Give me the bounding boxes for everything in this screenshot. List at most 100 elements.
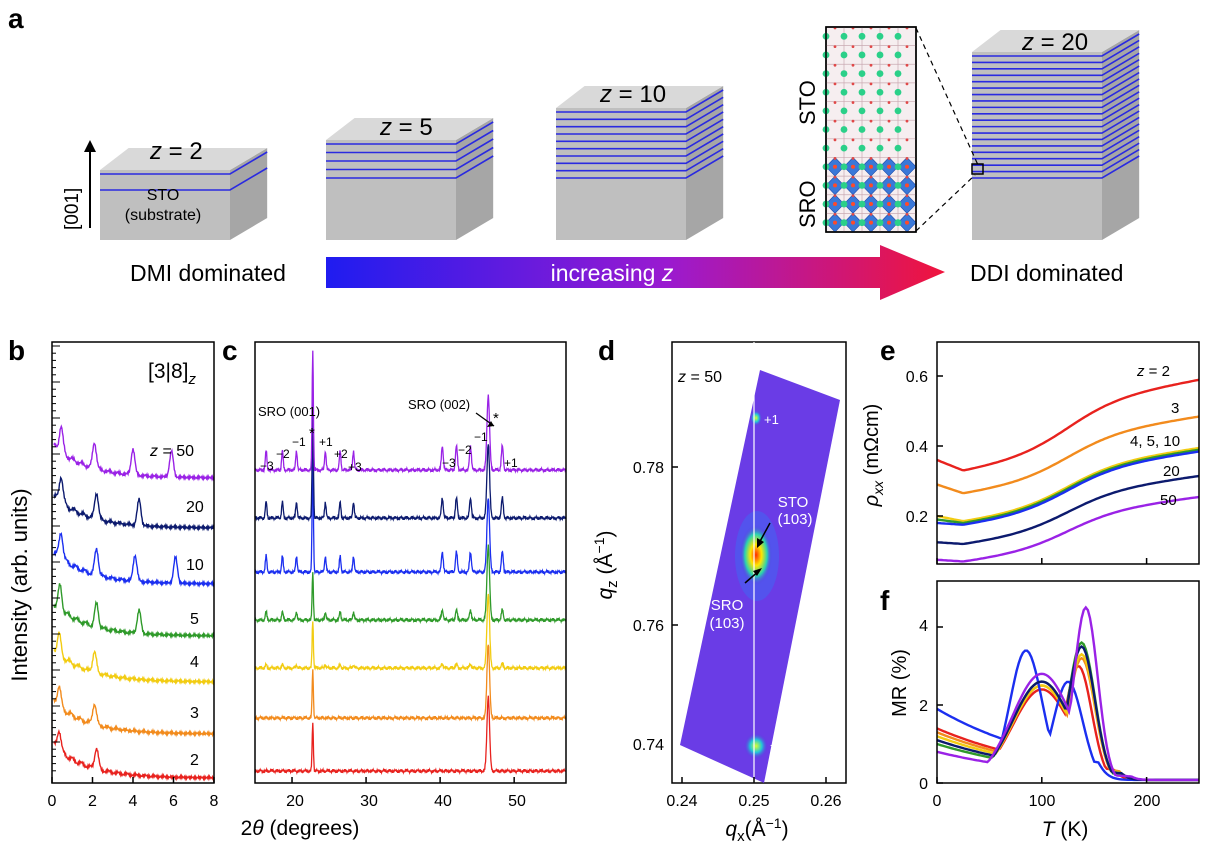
- ru-atom: [869, 202, 873, 207]
- o-atom: [905, 82, 909, 86]
- sr-atom: [858, 107, 866, 115]
- sr-atom: [840, 70, 848, 77]
- ru-atom: [833, 202, 837, 207]
- sr-atom: [858, 219, 866, 227]
- sat-l-p2: +2: [334, 447, 348, 461]
- sr-atom: [894, 88, 902, 96]
- sro-layer: [100, 167, 268, 191]
- o-atom: [869, 194, 873, 198]
- sro-layer: [972, 129, 1140, 154]
- peak-label-sro-001: SRO (001): [258, 404, 320, 419]
- sr-atom: [876, 88, 884, 96]
- panel-d-minus1: −1: [770, 738, 785, 753]
- panel-d-plus1: +1: [764, 412, 779, 427]
- cube-front: [100, 170, 230, 240]
- resistivity-curve: [936, 446, 1200, 523]
- o-atom: [851, 212, 855, 216]
- sro-layer: [972, 91, 1140, 115]
- panel-b-label-2: 2: [190, 752, 199, 769]
- panel-c-xtick-40: 40: [434, 793, 452, 810]
- axis-001-arrow: [001]: [62, 140, 96, 230]
- sr-atom: [840, 51, 848, 59]
- sro-layer: [556, 155, 724, 179]
- cube-z-5: [326, 118, 494, 240]
- panel-c-xtick-30: 30: [360, 793, 378, 810]
- panel-d-xtick-026: 0.26: [810, 793, 841, 810]
- o-atom: [833, 101, 837, 104]
- sro-layer: [556, 147, 724, 172]
- o-atom: [905, 101, 909, 104]
- o-atom: [869, 101, 873, 104]
- panel-e-ytick-06: 0.6: [906, 369, 928, 386]
- panel-d-ytick-076: 0.76: [633, 618, 664, 635]
- substrate-label-line2: (substrate): [125, 207, 201, 224]
- mr-curve: [936, 656, 1199, 782]
- sat-l-p1: +1: [319, 435, 333, 449]
- ru-atom: [851, 164, 855, 169]
- panel-b-xtick-4: 4: [129, 793, 138, 810]
- resistivity-curve: [936, 495, 1200, 563]
- cube-side: [230, 148, 268, 240]
- sat-r-m3: −3: [442, 456, 456, 470]
- ru-atom: [905, 220, 909, 225]
- panel-f-ytick-4: 4: [919, 618, 928, 635]
- sro-layer: [972, 46, 1140, 70]
- sr-atom: [876, 107, 884, 115]
- panel-b-label-4: 4: [190, 654, 199, 671]
- panel-d-ytick-078: 0.78: [633, 460, 664, 477]
- sro-layer: [972, 110, 1140, 134]
- inset-label-sro: SRO: [795, 180, 820, 228]
- o-atom: [887, 82, 891, 86]
- xrd-curve: [254, 695, 567, 776]
- sro-layer: [556, 96, 724, 121]
- panel-f-xtick-100: 100: [1029, 793, 1056, 810]
- sr-atom: [876, 219, 884, 227]
- panel-b-ylabel: Intensity (arb. units): [7, 488, 32, 681]
- sro-layer: [556, 89, 724, 113]
- o-atom: [851, 45, 855, 49]
- panel-b-xtick-8: 8: [210, 793, 219, 810]
- ru-atom: [833, 164, 837, 169]
- sr-atom: [894, 107, 902, 115]
- sro-layer: [972, 39, 1140, 64]
- sr-atom: [894, 51, 902, 59]
- cube-top: [972, 30, 1140, 52]
- sro-layer: [972, 97, 1140, 122]
- cube-label-z5: z = 5: [379, 114, 433, 141]
- sr-atom: [858, 126, 866, 133]
- increasing-z-arrow: increasing z: [326, 245, 945, 300]
- sro-layer: [100, 151, 268, 175]
- o-atom: [887, 157, 891, 160]
- sat-r-p1: +1: [504, 456, 518, 470]
- panel-d: d z = 50 +1 −1 STO (103) SRO (103): [591, 335, 847, 845]
- sr-atom: [858, 70, 866, 77]
- sr-atom: [840, 163, 848, 171]
- panel-e-ytick-04: 0.4: [906, 439, 928, 456]
- sr-atom: [840, 126, 848, 133]
- xrd-curve: [254, 399, 566, 522]
- crystal-structure-inset: STO SRO: [795, 26, 984, 233]
- sr-atom: [858, 51, 866, 59]
- sat-r-m2: −2: [458, 443, 472, 457]
- panel-c: c SRO (001) SRO (002) * * −3 −2 −1 +1 +2…: [222, 335, 567, 840]
- sro-layer: [972, 155, 1140, 179]
- panel-d-ytick-074: 0.74: [633, 737, 664, 754]
- o-atom: [833, 45, 837, 49]
- xrd-curve: [254, 644, 567, 723]
- sr-atom: [858, 200, 866, 208]
- dmi-dominated-label: DMI dominated: [130, 260, 286, 286]
- panel-d-z50-label: z = 50: [677, 369, 722, 386]
- sro-layer: [972, 84, 1140, 109]
- sr-atom: [858, 144, 866, 152]
- o-atom: [851, 175, 855, 179]
- panel-f-xlabel: T (K): [1042, 818, 1089, 841]
- cube-top: [556, 86, 724, 108]
- panel-b-label-20: 20: [186, 499, 204, 516]
- o-atom: [869, 175, 873, 179]
- sro-layer: [326, 138, 494, 162]
- o-atom: [869, 157, 873, 160]
- sr-atom: [876, 32, 884, 40]
- panel-d-xlabel: qx(Å−1): [725, 815, 788, 845]
- zoom-box: [971, 163, 984, 175]
- panel-e-label: e: [880, 335, 896, 366]
